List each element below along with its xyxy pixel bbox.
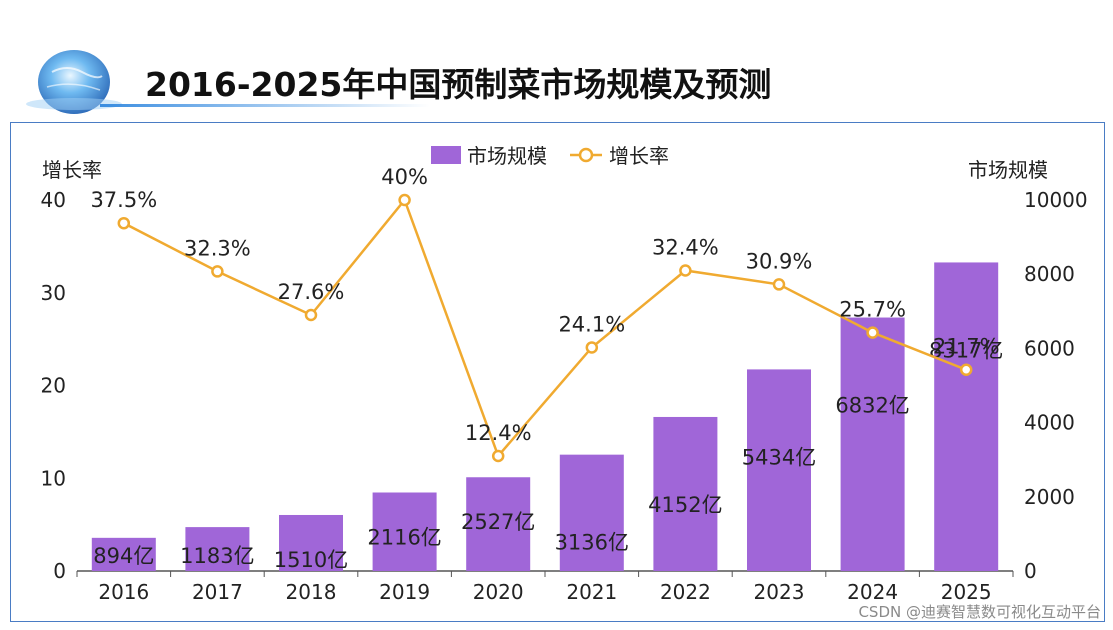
growth-point bbox=[211, 265, 224, 278]
growth-value-label: 25.7% bbox=[839, 298, 906, 322]
right-tick-label: 2000 bbox=[1024, 485, 1075, 509]
left-tick-label: 0 bbox=[53, 559, 66, 583]
left-tick-label: 30 bbox=[41, 281, 66, 305]
growth-point bbox=[772, 278, 786, 291]
bar bbox=[840, 317, 905, 571]
growth-line bbox=[123, 197, 967, 459]
growth-value-label: 37.5% bbox=[90, 188, 157, 212]
x-tick-label: 2018 bbox=[286, 580, 337, 604]
growth-point bbox=[304, 308, 318, 322]
growth-value-label: 30.9% bbox=[746, 249, 813, 273]
bar bbox=[466, 477, 531, 571]
x-tick-label: 2016 bbox=[98, 580, 149, 604]
growth-point bbox=[866, 326, 879, 339]
bar bbox=[559, 454, 624, 571]
legend-line-label: 增长率 bbox=[609, 144, 669, 168]
x-tick-label: 2017 bbox=[192, 580, 243, 604]
growth-value-label: 40% bbox=[381, 165, 428, 189]
globe-logo bbox=[22, 42, 122, 122]
bar-value-label: 1183亿 bbox=[180, 544, 254, 568]
right-tick-label: 0 bbox=[1024, 559, 1037, 583]
x-tick-label: 2024 bbox=[847, 580, 898, 604]
bar bbox=[91, 537, 156, 571]
x-tick-label: 2019 bbox=[379, 580, 430, 604]
bar-value-label: 2527亿 bbox=[461, 510, 535, 534]
growth-point bbox=[679, 264, 692, 277]
bar bbox=[372, 492, 437, 571]
growth-point bbox=[585, 341, 599, 354]
x-tick-label: 2021 bbox=[566, 580, 617, 604]
left-tick-label: 40 bbox=[41, 188, 66, 212]
x-tick-label: 2023 bbox=[754, 580, 805, 604]
growth-value-label: 27.6% bbox=[278, 280, 345, 304]
bar bbox=[747, 369, 811, 571]
bar-value-label: 5434亿 bbox=[742, 445, 816, 469]
chart-frame bbox=[10, 122, 1105, 622]
bar bbox=[279, 514, 343, 571]
growth-point bbox=[491, 449, 505, 463]
title-underline bbox=[100, 104, 430, 107]
bar-value-label: 8317亿 bbox=[929, 338, 1003, 362]
growth-value-label: 24.1% bbox=[558, 312, 625, 336]
growth-point bbox=[117, 216, 131, 230]
growth-point bbox=[959, 363, 973, 376]
growth-point bbox=[398, 193, 411, 207]
bar bbox=[934, 262, 999, 571]
bar bbox=[653, 416, 718, 571]
legend: 市场规模 增长率 bbox=[431, 144, 669, 168]
bar-value-label: 4152亿 bbox=[648, 493, 722, 517]
right-tick-label: 10000 bbox=[1024, 188, 1088, 212]
right-tick-label: 6000 bbox=[1024, 336, 1075, 360]
right-tick-label: 8000 bbox=[1024, 262, 1075, 286]
bar-value-label: 6832亿 bbox=[835, 394, 909, 418]
x-tick-label: 2022 bbox=[660, 580, 711, 604]
plot-area: 0 10 20 30 40 0 2000 4000 6000 8000 10000 2016 2017 2… bbox=[41, 165, 1088, 604]
chart-title: 2016-2025年中国预制菜市场规模及预测 bbox=[145, 65, 772, 104]
bar bbox=[185, 527, 250, 571]
right-tick-label: 4000 bbox=[1024, 411, 1075, 435]
growth-value-label: 32.4% bbox=[652, 235, 719, 259]
x-tick-label: 2020 bbox=[473, 580, 524, 604]
legend-bar-swatch bbox=[431, 146, 461, 164]
watermark: CSDN @迪赛智慧数可视化互动平台 bbox=[858, 603, 1101, 621]
bar-value-label: 1510亿 bbox=[274, 548, 348, 572]
left-axis-name: 增长率 bbox=[42, 158, 102, 182]
left-tick-label: 10 bbox=[41, 466, 66, 490]
growth-value-label: 12.4% bbox=[465, 421, 532, 445]
legend-line-marker bbox=[578, 147, 594, 163]
x-tick-label: 2025 bbox=[941, 580, 992, 604]
right-axis-name: 市场规模 bbox=[968, 158, 1048, 182]
growth-value-label: 32.3% bbox=[184, 236, 251, 260]
growth-value-label: 21.7% bbox=[933, 335, 1000, 359]
left-tick-label: 20 bbox=[41, 374, 66, 398]
bar-value-label: 3136亿 bbox=[555, 531, 629, 555]
legend-bar-label: 市场规模 bbox=[467, 144, 547, 168]
bar-value-label: 894亿 bbox=[93, 544, 154, 568]
bar-value-label: 2116亿 bbox=[367, 525, 441, 549]
